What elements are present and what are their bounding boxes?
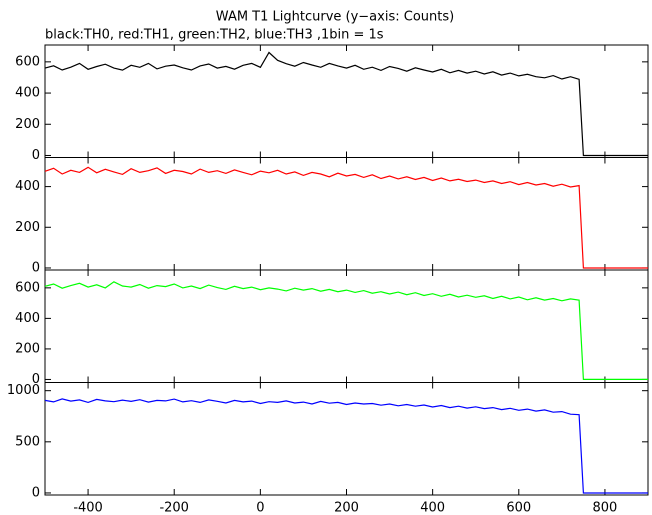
light-curve [44,281,648,380]
y-tick-label: 0 [32,485,40,500]
y-tick-label: 600 [15,54,40,69]
light-curve [44,51,648,157]
y-tick-label: 200 [15,220,40,235]
y-tick-label: 400 [15,179,40,194]
light-curve [44,166,648,269]
x-tick-label: 400 [420,501,445,515]
x-tick-label: -200 [159,501,189,515]
x-tick-label: 600 [506,501,531,515]
y-tick-label: 200 [15,341,40,356]
x-tick-label: 0 [256,501,264,515]
y-tick-label: 0 [32,148,40,163]
y-tick-label: 0 [32,260,40,275]
panel-frame [44,382,649,496]
x-tick-label: -400 [73,501,103,515]
panel-frame [44,269,649,383]
y-tick-label: 500 [15,434,40,449]
y-tick-label: 400 [15,311,40,326]
chart-title: WAM T1 Lightcurve (y−axis: Counts) [216,10,454,25]
y-tick-label: 200 [15,117,40,132]
panel-frame [44,157,649,271]
y-tick-label: 0 [32,372,40,387]
chart-subtitle: black:TH0, red:TH1, green:TH2, blue:TH3 … [45,28,384,43]
light-curve [44,398,648,494]
y-tick-label: 600 [15,280,40,295]
x-tick-label: 200 [334,501,359,515]
x-tick-label: 800 [593,501,618,515]
panel-frame [44,44,649,158]
y-tick-label: 400 [15,86,40,101]
y-tick-label: 1000 [7,383,40,398]
